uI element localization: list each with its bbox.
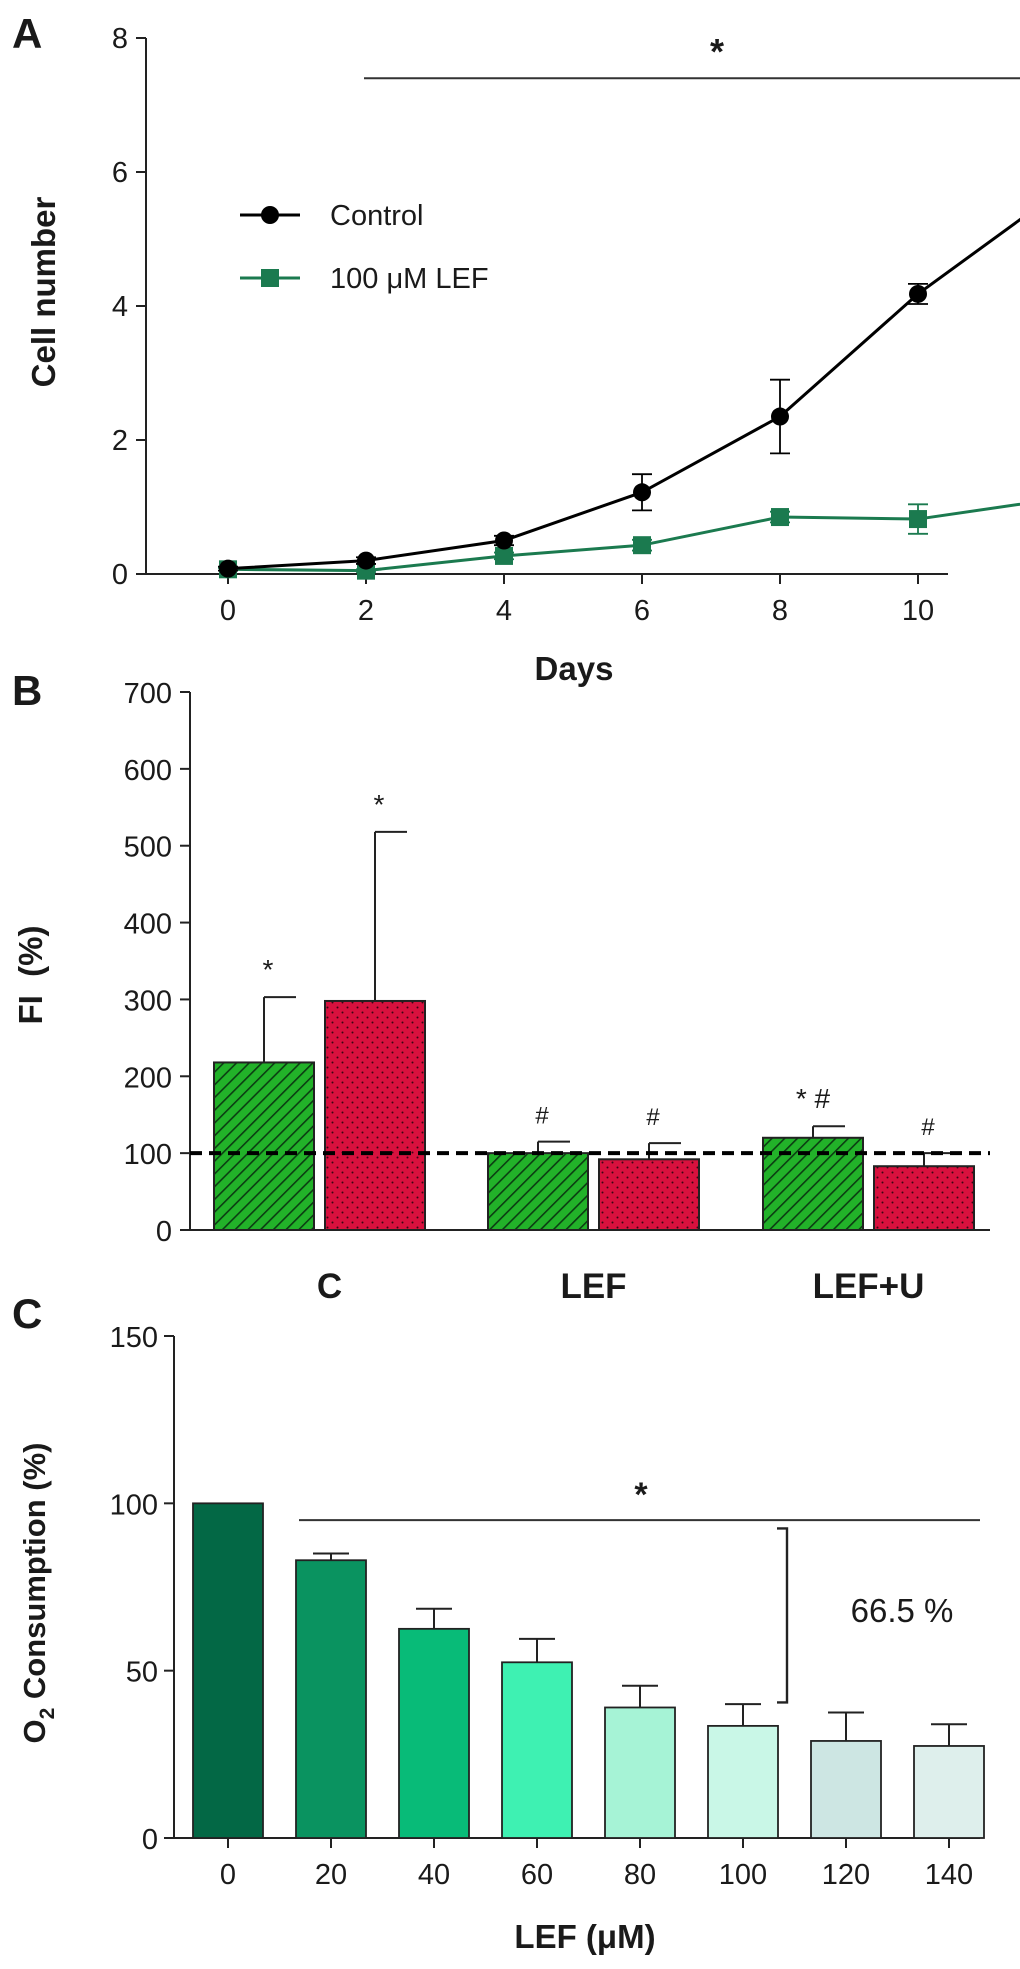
- panel-c-x-tick-label: 60: [521, 1859, 553, 1891]
- panel-a-point-control: [219, 559, 237, 578]
- panel-a-x-tick-label: 10: [902, 595, 934, 627]
- panel-b-annotation-green: * #: [796, 1083, 831, 1114]
- panel-a-legend-marker-lef: [261, 269, 279, 287]
- panel-c-x-tick-label: 0: [220, 1859, 236, 1891]
- panel-a-line-control: [227, 217, 1020, 571]
- panel-a-significance-star: *: [710, 31, 724, 72]
- panel-a-marks: *: [218, 31, 1020, 580]
- panel-b-annotation-green: #: [535, 1103, 549, 1130]
- panel-c-bar: [192, 1502, 264, 1839]
- panel-a-x-tick-label: 8: [772, 595, 788, 627]
- panel-c-x-tick-label: 100: [719, 1859, 767, 1891]
- panel-c-y-tick-label: 150: [110, 1322, 158, 1354]
- panel-c-x-tick-label: 140: [925, 1859, 973, 1891]
- panel-a-x-tick-label: 2: [358, 595, 374, 627]
- panel-a-legend-label-lef: 100 μM LEF: [330, 263, 489, 295]
- panel-b-y-axis-label: FI (%): [12, 926, 49, 1025]
- panel-c-bar: [295, 1559, 367, 1839]
- panel-c-ticks: 0 50 100 150 0 20 40 60 80 100 120 140: [110, 1322, 974, 1891]
- panel-a-point-lef: [495, 546, 513, 565]
- panel-a-label: A: [12, 10, 42, 57]
- panel-b-bar-red: [324, 999, 426, 1231]
- panel-c-x-tick-label: 80: [624, 1859, 656, 1891]
- panel-a-point-control: [357, 551, 375, 570]
- panel-a-point-control: [633, 483, 651, 502]
- panel-b-ticks: 0 100 200 300 400 500 600 700: [124, 678, 190, 1248]
- panel-b-annotation-red: *: [374, 789, 385, 820]
- panel-b-bar-green: [213, 1061, 315, 1231]
- panel-b-y-tick-label: 600: [124, 755, 172, 787]
- panel-c-y-axis-label-main: O: [17, 1719, 52, 1743]
- panel-a-x-tick-label: 4: [496, 595, 512, 627]
- panel-b-y-tick-label: 0: [156, 1216, 172, 1248]
- panel-b-y-tick-label: 400: [124, 909, 172, 941]
- panel-a-legend-label-control: Control: [330, 200, 424, 232]
- panel-c-significance-star: *: [634, 1476, 648, 1514]
- panel-b-category-label: LEF+U: [813, 1267, 925, 1306]
- panel-a-y-tick-label: 8: [112, 23, 128, 55]
- panel-c-y-axis-label-subscript: 2: [36, 1708, 59, 1720]
- panel-a-point-control: [771, 407, 789, 426]
- panel-a-y-tick-label: 4: [112, 291, 128, 323]
- panel-b-bar-red: [873, 1165, 975, 1232]
- panel-c-bar: [810, 1740, 882, 1839]
- panel-b-y-tick-label: 200: [124, 1062, 172, 1094]
- panel-c-bar: [501, 1661, 573, 1839]
- panel-a-x-axis-label: Days: [535, 650, 614, 687]
- panel-a-y-tick-label: 2: [112, 425, 128, 457]
- panel-b-category-label: LEF: [560, 1267, 626, 1306]
- panel-a-point-lef: [633, 536, 651, 555]
- panel-c-x-axis-label: LEF (μM): [514, 1918, 655, 1955]
- panel-c-y-axis-label: O2 Consumption (%): [17, 1443, 59, 1744]
- panel-a-x-tick-label: 0: [220, 595, 236, 627]
- panel-a-point-lef: [909, 510, 927, 529]
- panel-a-line-lef: [227, 502, 1020, 573]
- panel-b-annotation-red: #: [921, 1114, 935, 1141]
- panel-a-axes: [145, 38, 948, 575]
- panel-b-y-tick-label: 100: [124, 1139, 172, 1171]
- panel-c-x-tick-label: 120: [822, 1859, 870, 1891]
- panel-a-point-control: [495, 531, 513, 550]
- panel-a-point-control: [909, 284, 927, 303]
- panel-b-label: B: [12, 667, 42, 714]
- panel-c-bar: [707, 1724, 779, 1839]
- panel-a-ticks: 02468024681012: [112, 23, 934, 627]
- panel-c-y-tick-label: 100: [110, 1489, 158, 1521]
- panel-c-bar: [398, 1627, 470, 1839]
- panel-a-legend: Control 100 μM LEF: [240, 200, 489, 295]
- panel-b-category-label: C: [317, 1267, 342, 1306]
- panel-b-annotation-red: #: [646, 1104, 660, 1131]
- panel-b-marks: * * C # # LEF * # # LEF+U: [190, 789, 990, 1306]
- panel-c-bracket: [777, 1527, 789, 1704]
- panel-b-y-tick-label: 500: [124, 832, 172, 864]
- panel-a-y-tick-label: 0: [112, 559, 128, 591]
- panel-c-x-tick-label: 20: [315, 1859, 347, 1891]
- panel-c-marks: * 66.5 %: [192, 1476, 985, 1839]
- panel-a-y-axis-label: Cell number: [25, 196, 62, 387]
- panel-c-label: C: [12, 1290, 42, 1337]
- panel-b-bar-red: [598, 1158, 700, 1231]
- panel-b-annotation-green: *: [263, 954, 274, 985]
- panel-b-y-tick-label: 300: [124, 985, 172, 1017]
- panel-a-y-tick-label: 6: [112, 157, 128, 189]
- panel-a-point-lef: [771, 508, 789, 527]
- panel-c-bracket-label: 66.5 %: [851, 1592, 954, 1629]
- panel-c-bar: [604, 1706, 676, 1839]
- panel-a-x-tick-label: 6: [634, 595, 650, 627]
- panel-c-bar: [913, 1745, 985, 1839]
- panel-a-legend-marker-control: [261, 206, 279, 224]
- panel-b-y-tick-label: 700: [124, 678, 172, 710]
- panel-b-bar-green: [487, 1152, 589, 1231]
- panel-c-y-axis-label-rest: Consumption (%): [17, 1443, 52, 1708]
- panel-c-y-tick-label: 0: [142, 1824, 158, 1856]
- panel-c-x-tick-label: 40: [418, 1859, 450, 1891]
- panel-b: B 0 100 200 300 400 500 600 700 * * C # # LEF * # # LEF…: [12, 667, 990, 1306]
- panel-c: C 0 50 100 150 0 20 40 60 80 100 120 140 * 66.5 % O2…: [12, 1290, 985, 1955]
- panel-c-y-tick-label: 50: [126, 1657, 158, 1689]
